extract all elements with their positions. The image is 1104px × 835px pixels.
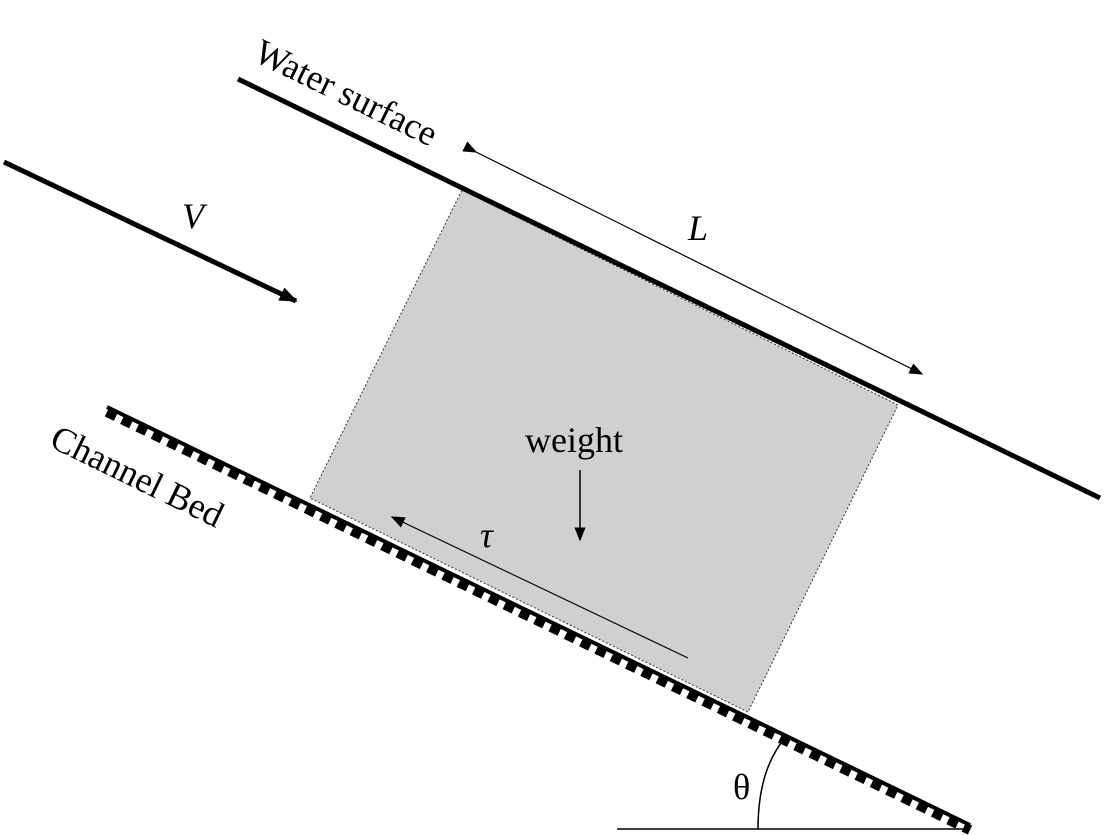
shear-stress-label: τ [480, 515, 494, 555]
channel-bed-hatching [104, 407, 973, 835]
angle-label: θ [733, 767, 750, 807]
velocity-arrow [2, 159, 298, 304]
length-label: L [687, 208, 708, 248]
channel-bed-label: Channel Bed [44, 417, 230, 535]
velocity-label: V [182, 196, 208, 236]
shear-stress-arrow [390, 516, 689, 659]
length-arrow [462, 141, 924, 375]
angle-arc [757, 737, 786, 830]
weight-label: weight [525, 420, 623, 460]
water-surface-label: Water surface [248, 31, 443, 154]
